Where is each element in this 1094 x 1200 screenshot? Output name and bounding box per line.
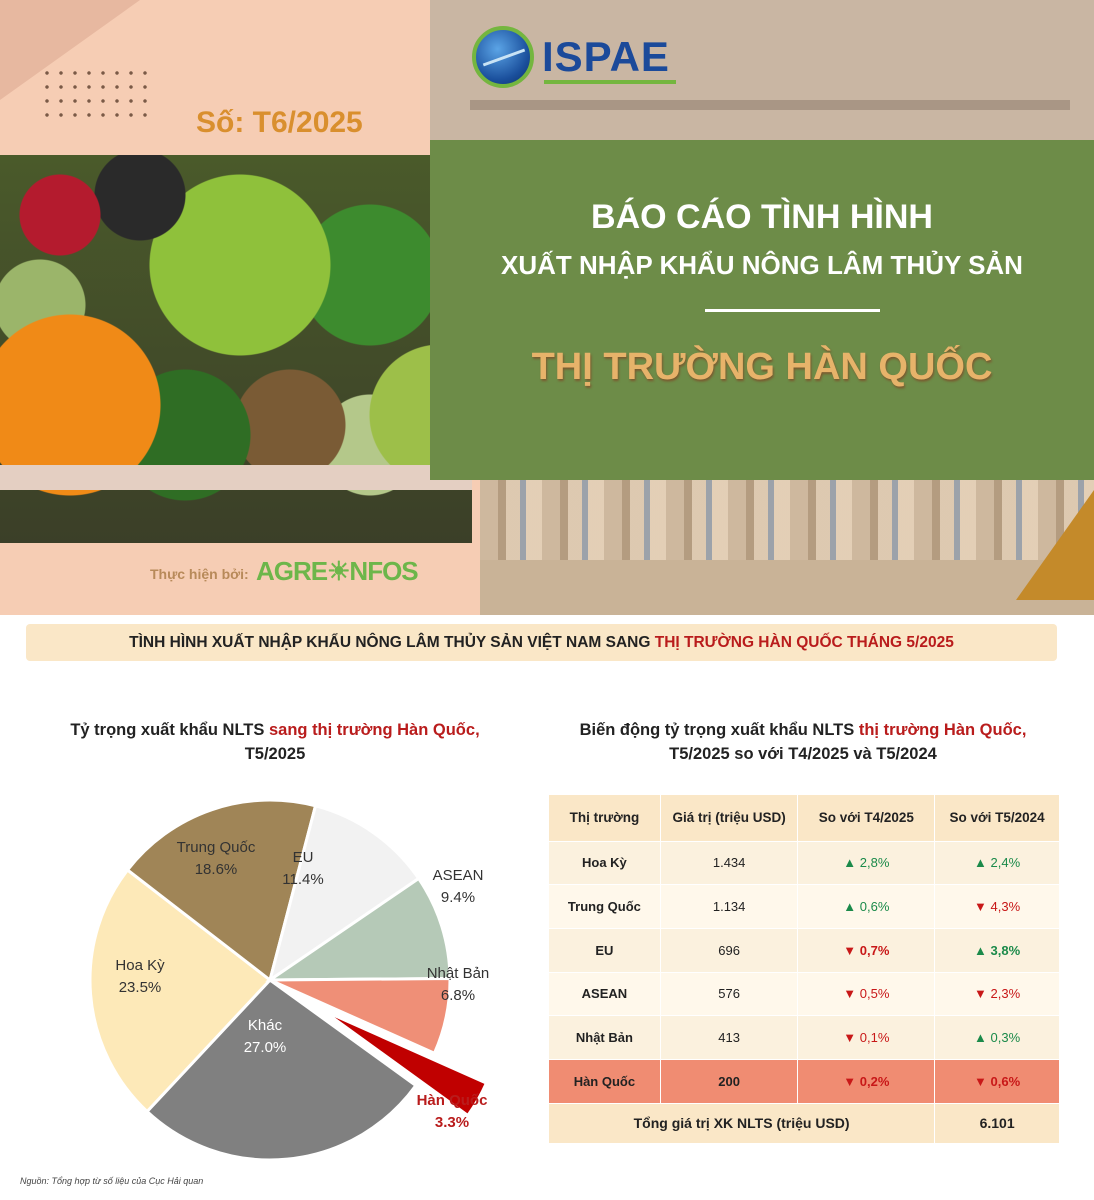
ispae-logo: ISPAE (472, 26, 670, 88)
cell-vs-t5: ▼ 2,3% (934, 972, 1060, 1017)
pie-value-label: 6.8% (441, 987, 475, 1004)
pie-value-label: 23.5% (119, 979, 162, 996)
pie-value-label: 27.0% (244, 1039, 287, 1056)
cell-vs-t5: ▼ 0,6% (934, 1059, 1060, 1104)
cell-value: 1.134 (659, 884, 799, 929)
credit-label: Thực hiện bởi: (150, 566, 249, 582)
pie-slice (269, 976, 452, 1056)
decorative-dots (40, 66, 150, 122)
table-title-line2: T5/2025 so với T4/2025 và T5/2024 (669, 745, 937, 763)
cell-vs-t5: ▲ 0,3% (934, 1015, 1060, 1060)
cell-vs-t4: ▼ 0,7% (797, 928, 936, 973)
fruit-market-photo (0, 155, 472, 543)
pie-value-label: 9.4% (441, 889, 475, 906)
cell-vs-t4: ▲ 0,6% (797, 884, 936, 929)
table-header-row: Thị trường Giá trị (triệu USD) So với T4… (548, 795, 1060, 842)
cell-market: Nhật Bản (548, 1015, 661, 1060)
cell-market: EU (548, 928, 661, 973)
pie-chart-title: Tỷ trọng xuất khẩu NLTS sang thị trường … (40, 718, 510, 766)
cell-value: 696 (659, 928, 799, 973)
pie-title-text: Tỷ trọng xuất khẩu NLTS (70, 721, 269, 739)
cell-vs-t4: ▲ 2,8% (797, 841, 936, 886)
pie-label: Hoa Kỳ (115, 957, 165, 974)
globe-icon (472, 26, 534, 88)
cell-vs-t4: ▼ 0,5% (797, 972, 936, 1017)
col-header-vs-t5: So với T5/2024 (934, 795, 1060, 842)
report-header: ISPAE Số: T6/2025 BÁO CÁO TÌNH HÌNH XUẤT… (0, 0, 1094, 615)
cell-market: Hàn Quốc (548, 1059, 661, 1104)
pie-label: Hàn Quốc (417, 1092, 488, 1109)
cell-vs-t5: ▼ 4,3% (934, 884, 1060, 929)
pie-chart: Hàn Quốc 3.3% Khác 27.0% Hoa Kỳ 23.5% Trung Qu… (88, 798, 490, 1160)
header-top-band (430, 0, 1094, 140)
pie-slice (267, 804, 421, 984)
report-title-line1: BÁO CÁO TÌNH HÌNH (591, 198, 933, 236)
col-header-vs-t4: So với T4/2025 (797, 795, 936, 842)
cell-value: 413 (659, 1015, 799, 1060)
table-row: EU 696 ▼ 0,7% ▲ 3,8% (548, 928, 1060, 973)
table-row: Hàn Quốc 200 ▼ 0,2% ▼ 0,6% (548, 1059, 1060, 1104)
cell-vs-t5: ▲ 2,4% (934, 841, 1060, 886)
pie-label: ASEAN (433, 867, 484, 884)
decorative-triangle (1016, 490, 1094, 600)
section-banner: TÌNH HÌNH XUẤT NHẬP KHẨU NÔNG LÂM THỦY S… (26, 624, 1057, 661)
pie-title-highlight: sang thị trường Hàn Quốc, (268, 721, 480, 739)
issue-number: Số: T6/2025 (196, 106, 363, 139)
city-skyline-base (480, 560, 1094, 615)
pie-title-line2: T5/2025 (244, 745, 306, 763)
table-title: Biến động tỷ trọng xuất khẩu NLTS thị tr… (548, 718, 1058, 766)
pie-slice (88, 867, 273, 1114)
source-note: Nguồn: Tổng hợp từ số liệu của Cục Hải q… (20, 1176, 204, 1186)
pie-slice (125, 798, 318, 983)
cell-value: 200 (659, 1059, 799, 1104)
pie-slice (265, 876, 452, 982)
logo-underline (544, 80, 676, 84)
pie-label: Khác (248, 1017, 283, 1034)
title-divider (705, 309, 880, 312)
report-title-line2: XUẤT NHẬP KHẨU NÔNG LÂM THỦY SẢN (501, 250, 1023, 280)
table-row: Hoa Kỳ 1.434 ▲ 2,8% ▲ 2,4% (548, 841, 1060, 886)
col-header-market: Thị trường (548, 795, 661, 842)
cell-market: ASEAN (548, 972, 661, 1017)
pie-value-label: 18.6% (195, 861, 238, 878)
pie-value-label: 11.4% (282, 871, 323, 888)
cell-market: Hoa Kỳ (548, 841, 661, 886)
total-label: Tổng giá trị XK NLTS (triệu USD) (547, 1103, 936, 1144)
cell-vs-t4: ▼ 0,1% (797, 1015, 936, 1060)
table-title-highlight: thị trường Hàn Quốc, (858, 721, 1027, 739)
table-total-row: Tổng giá trị XK NLTS (triệu USD) 6.101 (547, 1103, 1060, 1144)
market-title: THỊ TRƯỜNG HÀN QUỐC (531, 346, 993, 388)
pie-slice (144, 978, 418, 1160)
market-comparison-table: Thị trường Giá trị (triệu USD) So với T4… (547, 795, 1060, 1144)
cell-value: 576 (659, 972, 799, 1017)
pie-label: Nhật Bản (427, 965, 490, 982)
table-row: ASEAN 576 ▼ 0,5% ▼ 2,3% (548, 972, 1060, 1017)
banner-text-highlight: THỊ TRƯỜNG HÀN QUỐC THÁNG 5/2025 (654, 634, 954, 651)
cell-value: 1.434 (659, 841, 799, 886)
pie-label: EU (293, 849, 314, 866)
table-title-text: Biến động tỷ trọng xuất khẩu NLTS (579, 721, 859, 739)
col-header-value: Giá trị (triệu USD) (659, 795, 799, 842)
pie-value-label: 3.3% (435, 1114, 469, 1131)
cell-vs-t4: ▼ 0,2% (797, 1059, 936, 1104)
header-stripe (470, 100, 1070, 110)
banner-text: TÌNH HÌNH XUẤT NHẬP KHẨU NÔNG LÂM THỦY S… (129, 634, 655, 651)
table-row: Nhật Bản 413 ▼ 0,1% ▲ 0,3% (548, 1015, 1060, 1060)
total-value: 6.101 (934, 1103, 1060, 1144)
logo-text: ISPAE (542, 33, 670, 80)
pie-slice (321, 1008, 489, 1118)
cell-market: Trung Quốc (548, 884, 661, 929)
table-row: Trung Quốc 1.134 ▲ 0,6% ▼ 4,3% (548, 884, 1060, 929)
pie-label: Trung Quốc (177, 839, 256, 856)
cell-vs-t5: ▲ 3,8% (934, 928, 1060, 973)
agreinfos-logo: AGRE☀NFOS (256, 556, 419, 586)
